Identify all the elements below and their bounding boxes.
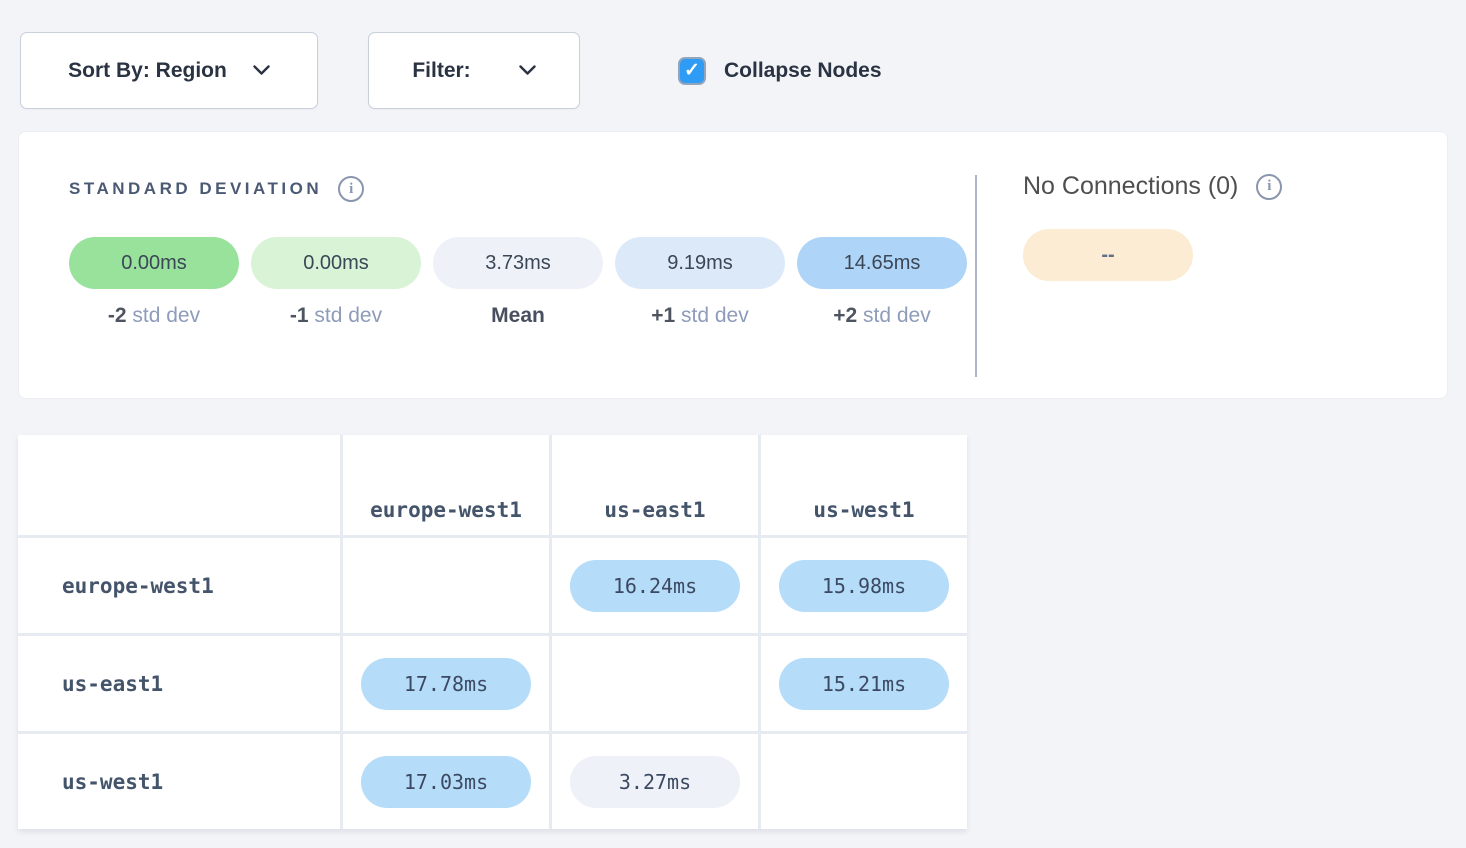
legend-label-minus1: -1 std dev (289, 304, 383, 327)
legend-label-plus1: +1 std dev (651, 304, 749, 327)
chevron-down-icon (253, 65, 270, 76)
latency-value-pill: 17.78ms (361, 657, 531, 710)
legend-pill-minus2: 0.00ms (69, 237, 239, 289)
std-deviation-title: STANDARD DEVIATION (69, 179, 323, 198)
filter-dropdown-label: Filter: (412, 58, 471, 82)
collapse-nodes-checkbox[interactable]: ✓ (678, 56, 706, 85)
std-deviation-section: STANDARD DEVIATION i 0.00ms 0.00ms 3.73m… (19, 132, 975, 398)
matrix-col-header: us-west1 (761, 435, 967, 535)
sort-by-dropdown[interactable]: Sort By: Region (20, 32, 318, 109)
toolbar: Sort By: Region Filter: ✓ Collapse Nodes (0, 0, 1466, 109)
legend-divider (975, 175, 977, 377)
legend-pill-mean: 3.73ms (433, 237, 603, 289)
no-connections-section: No Connections (0) i -- (977, 132, 1283, 398)
std-deviation-pills: 0.00ms 0.00ms 3.73ms 9.19ms 14.65ms (69, 237, 975, 289)
matrix-row-header: us-west1 (18, 734, 340, 829)
latency-value-pill: 3.27ms (570, 755, 740, 808)
legend-pill-plus1: 9.19ms (615, 237, 785, 289)
chevron-down-icon (518, 65, 536, 76)
latency-value-pill: 17.03ms (361, 755, 531, 808)
matrix-col-header: us-east1 (552, 435, 758, 535)
collapse-nodes-label: Collapse Nodes (724, 58, 882, 82)
info-icon[interactable]: i (338, 176, 365, 202)
matrix-cell: 15.98ms (761, 538, 967, 633)
latency-value-pill: 16.24ms (570, 559, 740, 612)
no-connections-title: No Connections (0) (1023, 172, 1239, 200)
matrix-cell: 3.27ms (552, 734, 758, 829)
matrix-cell: 16.24ms (552, 538, 758, 633)
matrix-col-header: europe-west1 (343, 435, 549, 535)
no-connections-pill: -- (1023, 229, 1193, 281)
latency-value-pill: 15.98ms (779, 559, 949, 612)
legend-pill-minus1: 0.00ms (251, 237, 421, 289)
legend-label-minus2: -2 std dev (107, 304, 201, 327)
legend-pill-plus2: 14.65ms (797, 237, 967, 289)
matrix-cell-empty (552, 636, 758, 731)
check-icon: ✓ (684, 60, 700, 81)
matrix-cell: 17.03ms (343, 734, 549, 829)
matrix-cell: 17.78ms (343, 636, 549, 731)
legend-label-plus2: +2 std dev (833, 304, 931, 327)
matrix-cell: 15.21ms (761, 636, 967, 731)
matrix-cell-empty (761, 734, 967, 829)
matrix-cell-empty (343, 538, 549, 633)
sort-by-dropdown-label: Sort By: Region (68, 58, 227, 82)
filter-dropdown[interactable]: Filter: (368, 32, 580, 109)
info-icon[interactable]: i (1256, 173, 1283, 200)
collapse-nodes-control: ✓ Collapse Nodes (678, 56, 882, 85)
matrix-row-header: us-east1 (18, 636, 340, 731)
latency-matrix: europe-west1 us-east1 us-west1 europe-we… (18, 435, 967, 829)
legend-label-mean: Mean (491, 304, 545, 327)
legend-card: STANDARD DEVIATION i 0.00ms 0.00ms 3.73m… (18, 131, 1448, 399)
matrix-row-header: europe-west1 (18, 538, 340, 633)
std-deviation-labels: -2 std dev -1 std dev Mean +1 std dev +2… (69, 304, 975, 328)
matrix-corner-cell (18, 435, 340, 535)
latency-value-pill: 15.21ms (779, 657, 949, 710)
